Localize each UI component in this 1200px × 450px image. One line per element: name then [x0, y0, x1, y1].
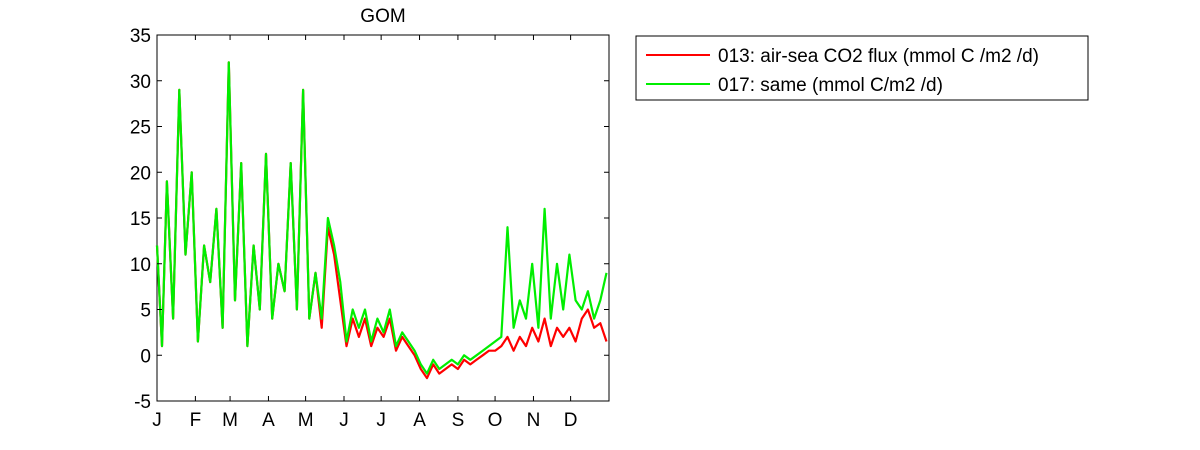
series-line-1	[155, 61, 608, 375]
y-tick-label-6: 25	[130, 118, 151, 139]
x-tick-label-3: A	[262, 410, 275, 431]
x-tick-label-9: O	[488, 410, 503, 431]
y-tick-label-3: 10	[130, 255, 151, 276]
series-layer	[155, 61, 608, 380]
legend-label-1: 017: same (mmol C/m2 /d)	[718, 75, 943, 96]
legend-label-0: 013: air-sea CO2 flux (mmol C /m2 /d)	[718, 46, 1039, 67]
x-tick-label-0: J	[152, 410, 162, 431]
y-tick-label-0: -5	[134, 392, 151, 413]
x-tick-label-5: J	[339, 410, 349, 431]
x-tick-label-2: M	[222, 410, 238, 431]
x-tick-label-6: J	[376, 410, 386, 431]
y-tick-label-5: 20	[130, 163, 151, 184]
x-tick-label-7: A	[413, 410, 426, 431]
y-tick-label-8: 35	[130, 26, 151, 47]
y-tick-label-4: 15	[130, 209, 151, 230]
chart-title: GOM	[360, 6, 405, 27]
x-tick-label-4: M	[298, 410, 314, 431]
x-tick-label-10: N	[527, 410, 541, 431]
x-tick-label-1: F	[190, 410, 202, 431]
legend-box	[635, 35, 1089, 101]
x-tick-label-8: S	[452, 410, 465, 431]
y-tick-label-2: 5	[140, 301, 151, 322]
legend: 013: air-sea CO2 flux (mmol C /m2 /d) 01…	[635, 35, 1089, 101]
x-tick-label-11: D	[564, 410, 578, 431]
y-tick-label-1: 0	[140, 346, 151, 367]
y-tick-label-7: 30	[130, 72, 151, 93]
